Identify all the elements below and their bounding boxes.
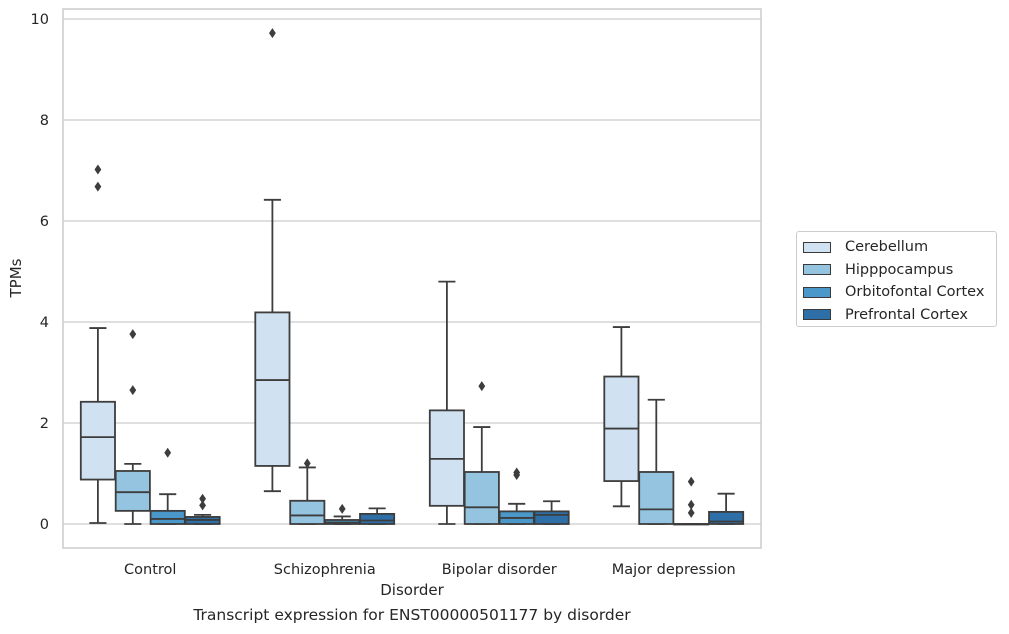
x-axis-label: Disorder <box>380 581 444 599</box>
y-tick-label: 0 <box>40 517 49 533</box>
outlier-point <box>164 447 172 458</box>
outlier-point <box>199 493 206 504</box>
y-tick-label: 4 <box>40 315 49 331</box>
y-tick-label: 2 <box>40 416 49 432</box>
box-group <box>324 503 361 525</box>
box-group <box>184 493 221 525</box>
box-group <box>79 164 116 524</box>
outlier-point <box>129 385 137 396</box>
y-tick-label: 8 <box>40 113 49 129</box>
y-tick-label: 6 <box>40 214 49 230</box>
outlier-point <box>478 381 486 392</box>
box-group <box>638 398 675 525</box>
legend-swatch <box>803 286 831 298</box>
box-group <box>254 28 291 493</box>
box <box>254 311 291 467</box>
series-cerebellum <box>79 28 640 525</box>
box <box>533 510 570 525</box>
outlier-point <box>687 476 695 487</box>
legend-item: Hipppocampus <box>803 259 996 282</box>
box <box>114 470 151 512</box>
box-group <box>603 326 640 508</box>
legend-item: Orbitofontal Cortex <box>803 281 996 304</box>
box-group <box>149 447 186 525</box>
box-group <box>673 476 710 526</box>
outlier-point <box>199 500 206 511</box>
box-group <box>289 458 326 525</box>
legend-item: Prefrontal Cortex <box>803 304 996 327</box>
outlier-point <box>94 181 102 192</box>
box <box>149 509 186 525</box>
legend-swatch <box>803 264 831 276</box>
legend: Cerebellum Hipppocampus Orbitofontal Corte… <box>796 231 997 327</box>
outlier-point <box>338 503 346 514</box>
box-group <box>533 500 570 525</box>
box-group <box>498 467 535 525</box>
box <box>463 471 500 525</box>
x-tick-label: Bipolar disorder <box>442 562 557 578</box>
legend-swatch <box>803 241 831 253</box>
box <box>638 471 675 525</box>
plot-frame <box>62 8 762 549</box>
box <box>289 499 326 525</box>
legend-item: Cerebellum <box>803 236 996 259</box>
legend-label: Orbitofontal Cortex <box>845 284 985 301</box>
x-tick-label: Schizophrenia <box>274 562 376 578</box>
box-group <box>708 492 745 525</box>
legend-label: Prefrontal Cortex <box>845 306 968 323</box>
box-group <box>428 280 465 525</box>
box <box>359 513 396 525</box>
legend-label: Cerebellum <box>845 239 929 256</box>
legend-label: Hipppocampus <box>845 261 954 278</box>
x-tick-labels: Control Schizophrenia Bipolar disorder Majo… <box>124 562 736 578</box>
box-group <box>114 329 151 525</box>
outlier-point <box>94 164 102 175</box>
y-axis-label: TPMs <box>7 258 25 298</box>
outlier-point <box>269 28 276 39</box>
y-tick-labels: 0 2 4 6 8 10 <box>31 12 49 533</box>
y-tick-label: 10 <box>31 12 49 28</box>
outlier-point <box>687 507 695 518</box>
box-groups <box>79 28 745 526</box>
chart-caption: Transcript expression for ENST0000050117… <box>193 606 631 624</box>
box <box>79 400 116 481</box>
outlier-point <box>513 467 521 478</box>
outlier-point <box>303 458 311 469</box>
legend-swatch <box>803 309 831 321</box>
series-hipppocampus <box>114 329 675 525</box>
box-group <box>463 381 500 525</box>
series-prefrontal-cortex <box>184 492 745 525</box>
x-tick-label: Major depression <box>612 562 736 578</box>
x-tick-label: Control <box>124 562 176 578</box>
outlier-point <box>687 499 695 510</box>
outlier-point <box>129 329 137 340</box>
box-group <box>359 507 396 525</box>
